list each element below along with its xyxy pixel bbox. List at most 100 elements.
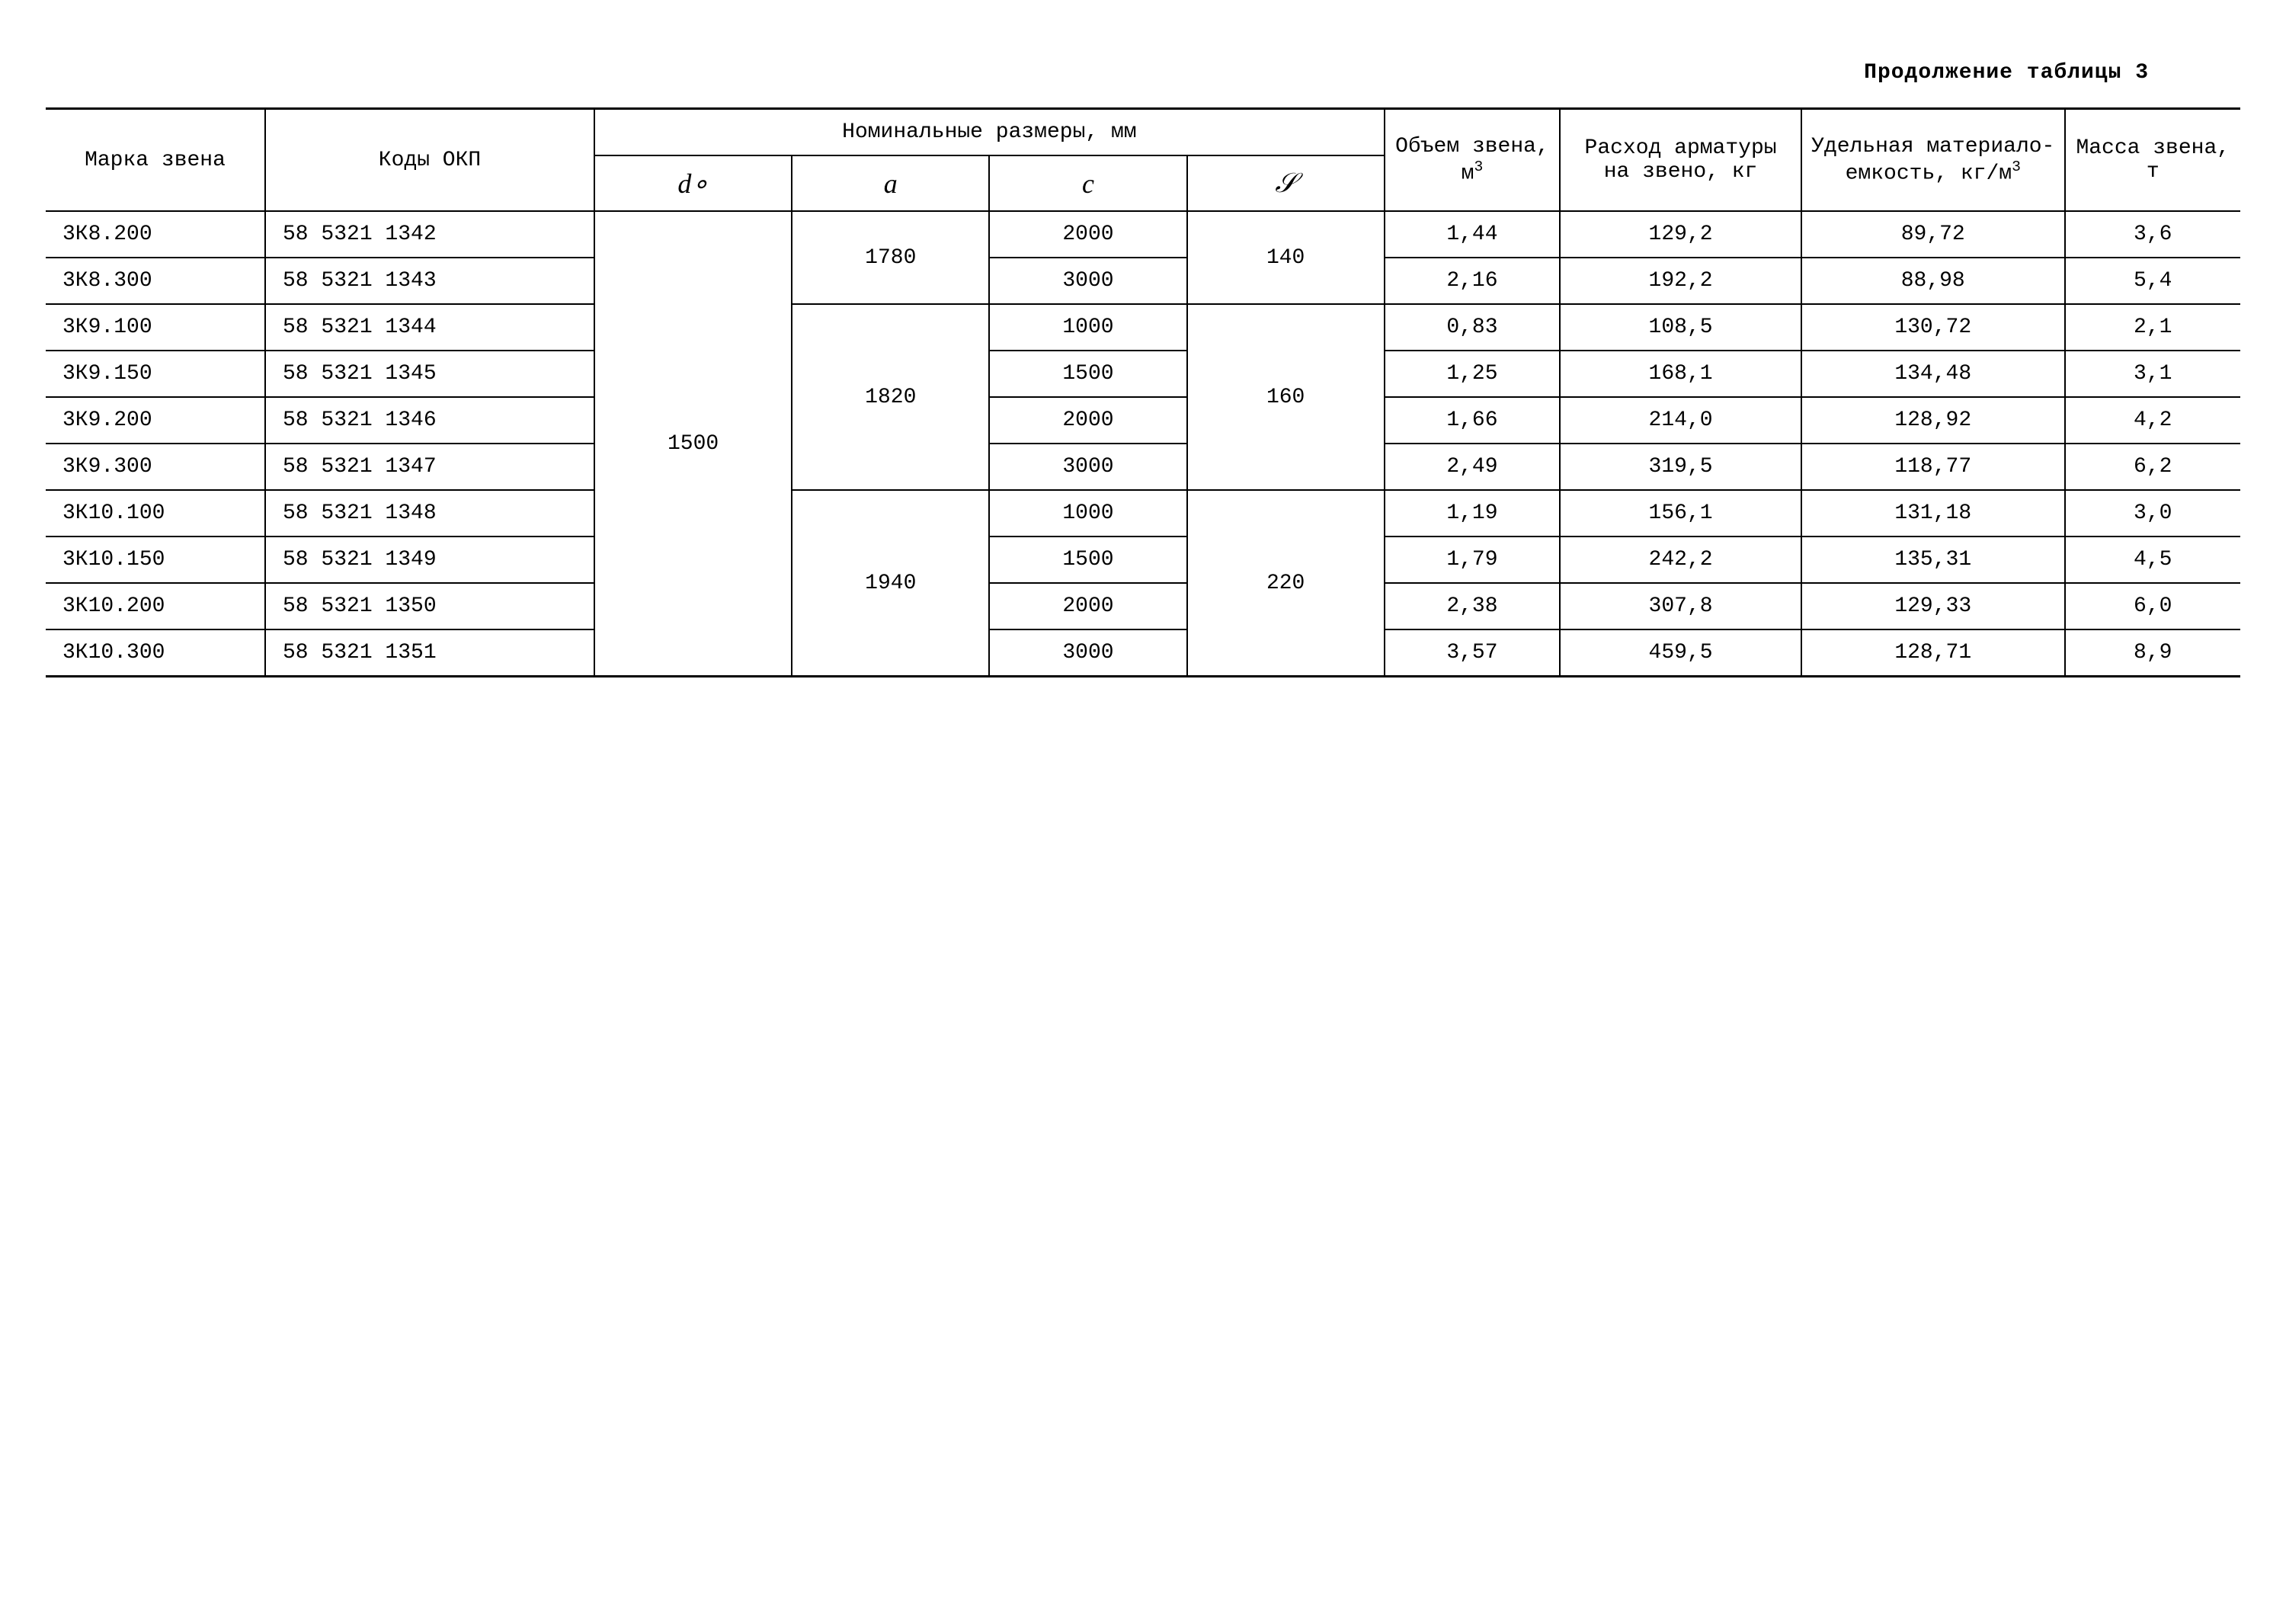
cell-rashod: 192,2 [1560,258,1801,304]
cell-udel: 128,71 [1801,629,2065,677]
cell-obem: 3,57 [1385,629,1560,677]
cell-udel: 134,48 [1801,351,2065,397]
cell-massa: 5,4 [2065,258,2240,304]
cell-udel: 89,72 [1801,211,2065,258]
cell-massa: 3,0 [2065,490,2240,537]
cell-kody: 58 5321 1348 [265,490,594,537]
cell-c: 3000 [989,444,1186,490]
header-d: d∘ [594,155,792,211]
cell-rashod: 319,5 [1560,444,1801,490]
cell-rashod: 242,2 [1560,537,1801,583]
cell-kody: 58 5321 1343 [265,258,594,304]
header-obem: Объем звена, м3 [1385,109,1560,212]
cell-obem: 1,79 [1385,537,1560,583]
table-row: 3К10.150 58 5321 1349 1500 1,79 242,2 13… [46,537,2240,583]
cell-s-merged: 140 [1187,211,1385,304]
header-udel-sup: 3 [2012,159,2021,175]
table-row: 3К9.150 58 5321 1345 1500 1,25 168,1 134… [46,351,2240,397]
cell-marka: 3К9.150 [46,351,265,397]
table-row: 3К10.100 58 5321 1348 1940 1000 220 1,19… [46,490,2240,537]
header-a: a [792,155,989,211]
cell-marka: 3К8.300 [46,258,265,304]
cell-rashod: 459,5 [1560,629,1801,677]
cell-rashod: 108,5 [1560,304,1801,351]
cell-obem: 0,83 [1385,304,1560,351]
header-rashod: Расход арматуры на звено, кг [1560,109,1801,212]
cell-rashod: 214,0 [1560,397,1801,444]
cell-kody: 58 5321 1347 [265,444,594,490]
cell-massa: 4,5 [2065,537,2240,583]
cell-kody: 58 5321 1349 [265,537,594,583]
cell-massa: 2,1 [2065,304,2240,351]
header-massa: Масса звена, т [2065,109,2240,212]
cell-marka: 3К10.150 [46,537,265,583]
cell-marka: 3К10.200 [46,583,265,629]
cell-kody: 58 5321 1346 [265,397,594,444]
cell-udel: 129,33 [1801,583,2065,629]
cell-c: 3000 [989,258,1186,304]
specifications-table: Марка звена Коды ОКП Номинальные размеры… [46,107,2240,677]
cell-massa: 4,2 [2065,397,2240,444]
cell-c: 2000 [989,397,1186,444]
cell-rashod: 307,8 [1560,583,1801,629]
table-row: 3К9.100 58 5321 1344 1820 1000 160 0,83 … [46,304,2240,351]
cell-obem: 2,16 [1385,258,1560,304]
header-obem-text: Объем звена, [1395,135,1549,159]
cell-marka: 3К9.100 [46,304,265,351]
cell-obem: 2,49 [1385,444,1560,490]
header-row-1: Марка звена Коды ОКП Номинальные размеры… [46,109,2240,156]
table-row: 3К9.200 58 5321 1346 2000 1,66 214,0 128… [46,397,2240,444]
cell-massa: 8,9 [2065,629,2240,677]
header-udel-l1: Удельная материало- [1811,135,2054,159]
table-row: 3К10.300 58 5321 1351 3000 3,57 459,5 12… [46,629,2240,677]
header-obem-unit: м [1462,162,1474,185]
cell-kody: 58 5321 1344 [265,304,594,351]
header-kody: Коды ОКП [265,109,594,212]
table-row: 3К8.200 58 5321 1342 1500 1780 2000 140 … [46,211,2240,258]
cell-a-merged: 1780 [792,211,989,304]
cell-c: 2000 [989,583,1186,629]
cell-kody: 58 5321 1342 [265,211,594,258]
cell-marka: 3К10.300 [46,629,265,677]
cell-rashod: 129,2 [1560,211,1801,258]
cell-rashod: 168,1 [1560,351,1801,397]
cell-obem: 1,25 [1385,351,1560,397]
cell-c: 1500 [989,351,1186,397]
cell-marka: 3К9.200 [46,397,265,444]
cell-massa: 3,1 [2065,351,2240,397]
cell-c: 2000 [989,211,1186,258]
table-caption: Продолжение таблицы 3 [46,61,2240,85]
cell-kody: 58 5321 1351 [265,629,594,677]
cell-c: 3000 [989,629,1186,677]
table-row: 3К8.300 58 5321 1343 3000 2,16 192,2 88,… [46,258,2240,304]
cell-udel: 118,77 [1801,444,2065,490]
header-s: 𝒮 [1187,155,1385,211]
cell-marka: 3К10.100 [46,490,265,537]
cell-a-merged: 1940 [792,490,989,677]
cell-s-merged: 160 [1187,304,1385,490]
cell-massa: 3,6 [2065,211,2240,258]
cell-s-merged: 220 [1187,490,1385,677]
cell-udel: 131,18 [1801,490,2065,537]
cell-kody: 58 5321 1350 [265,583,594,629]
cell-marka: 3К9.300 [46,444,265,490]
cell-obem: 1,19 [1385,490,1560,537]
cell-rashod: 156,1 [1560,490,1801,537]
cell-udel: 135,31 [1801,537,2065,583]
cell-massa: 6,0 [2065,583,2240,629]
header-udel-l2: емкость, кг/м [1846,162,2012,185]
cell-udel: 88,98 [1801,258,2065,304]
cell-kody: 58 5321 1345 [265,351,594,397]
cell-massa: 6,2 [2065,444,2240,490]
header-marka: Марка звена [46,109,265,212]
cell-c: 1000 [989,490,1186,537]
cell-obem: 1,66 [1385,397,1560,444]
header-obem-sup: 3 [1474,159,1483,175]
table-row: 3К9.300 58 5321 1347 3000 2,49 319,5 118… [46,444,2240,490]
cell-udel: 130,72 [1801,304,2065,351]
header-nominal: Номинальные размеры, мм [594,109,1385,156]
header-udelnaya: Удельная материало- емкость, кг/м3 [1801,109,2065,212]
header-c: c [989,155,1186,211]
cell-d-merged: 1500 [594,211,792,677]
cell-obem: 2,38 [1385,583,1560,629]
